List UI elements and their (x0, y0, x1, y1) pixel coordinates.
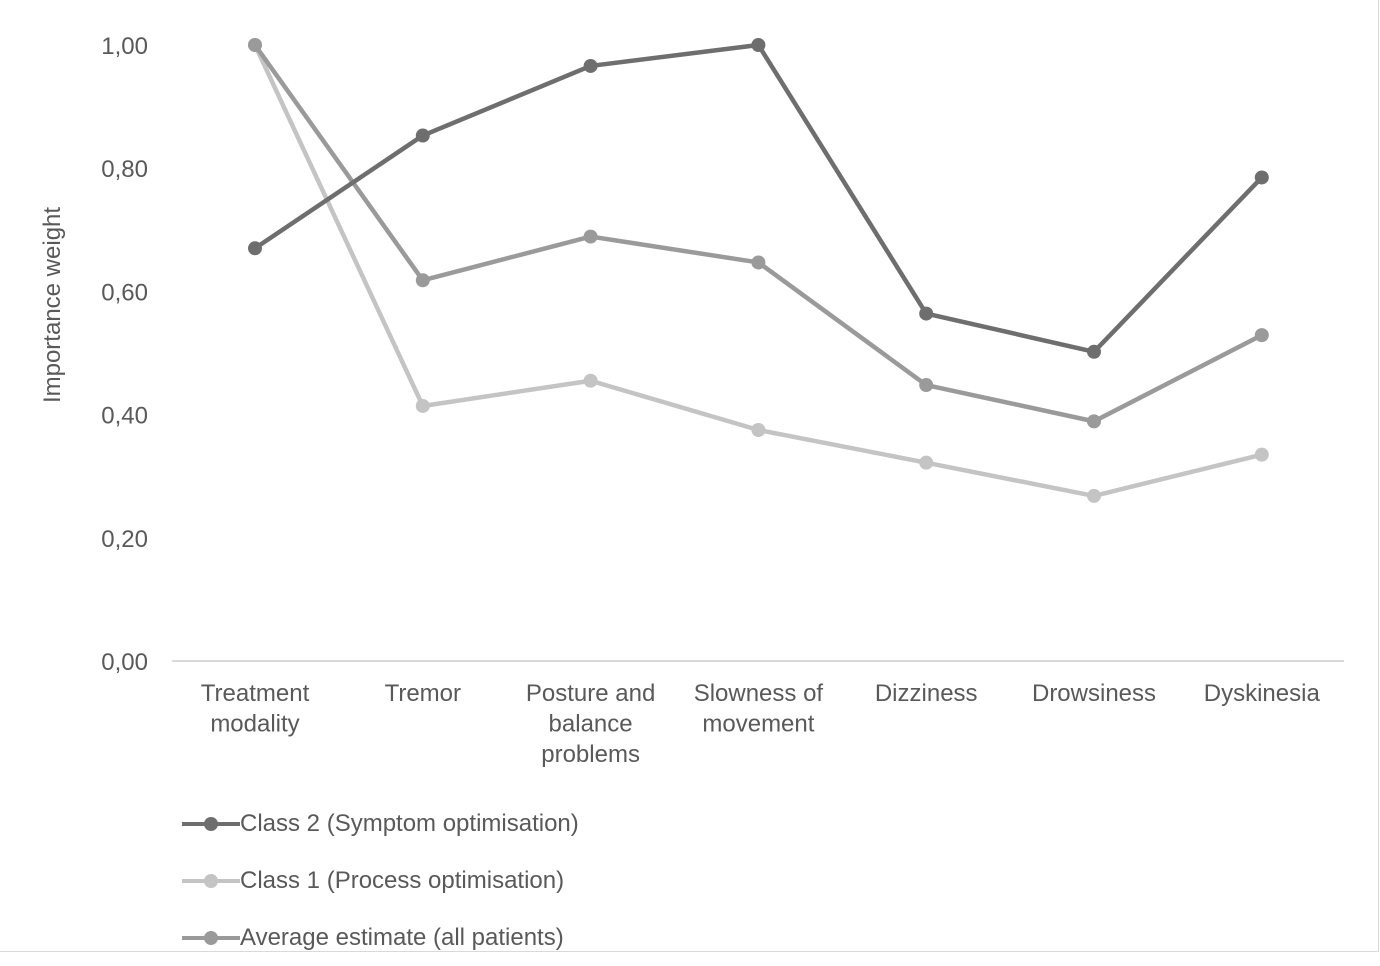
data-point (248, 241, 262, 256)
data-point (248, 38, 262, 52)
data-point (415, 128, 430, 143)
data-point (1254, 170, 1269, 185)
data-point (583, 373, 598, 388)
y-tick-label: 0,80 (101, 156, 148, 183)
series-line (253, 42, 1264, 355)
series-group (248, 38, 1269, 359)
legend-item: Average estimate (all patients) (182, 909, 579, 966)
data-point (1254, 447, 1269, 462)
legend-item: Class 1 (Process optimisation) (182, 852, 579, 909)
legend-label: Class 1 (Process optimisation) (240, 866, 565, 894)
x-tick-label: Posture and balance problems (526, 680, 655, 768)
data-point (1087, 488, 1101, 503)
data-point (1087, 414, 1101, 429)
data-point (919, 306, 934, 321)
legend-swatch (182, 866, 240, 896)
legend: Class 2 (Symptom optimisation) Class 1 (P… (182, 795, 579, 966)
legend-label: Class 2 (Symptom optimisation) (240, 809, 579, 837)
data-point (751, 255, 766, 270)
data-point (919, 455, 934, 470)
data-point (1087, 344, 1101, 359)
x-tick-label: Drowsiness (1032, 680, 1156, 707)
legend-label: Average estimate (all patients) (240, 923, 564, 951)
data-point (415, 273, 430, 288)
series-group (248, 38, 1269, 429)
y-axis-title: Importance weight (39, 207, 66, 403)
y-tick-label: 0,40 (101, 403, 148, 430)
legend-swatch (182, 923, 240, 953)
y-tick-label: 0,00 (101, 649, 148, 676)
legend-swatch (182, 809, 240, 839)
x-tick-label: Treatment modality (201, 680, 310, 738)
data-point (1254, 328, 1269, 343)
x-tick-label: Tremor (385, 680, 461, 707)
y-tick-label: 0,60 (101, 279, 148, 306)
series-group (248, 38, 1269, 503)
y-tick-label: 0,20 (101, 526, 148, 553)
data-point (751, 423, 766, 437)
data-point (919, 378, 934, 393)
x-tick-label: Slowness of movement (694, 680, 824, 738)
data-point (751, 38, 766, 52)
data-point (583, 58, 598, 73)
x-tick-label: Dizziness (875, 680, 978, 707)
x-tick-label: Dyskinesia (1204, 680, 1321, 707)
data-point (583, 229, 598, 244)
y-tick-label: 1,00 (101, 33, 148, 60)
legend-item: Class 2 (Symptom optimisation) (182, 795, 579, 852)
data-point (415, 398, 430, 413)
